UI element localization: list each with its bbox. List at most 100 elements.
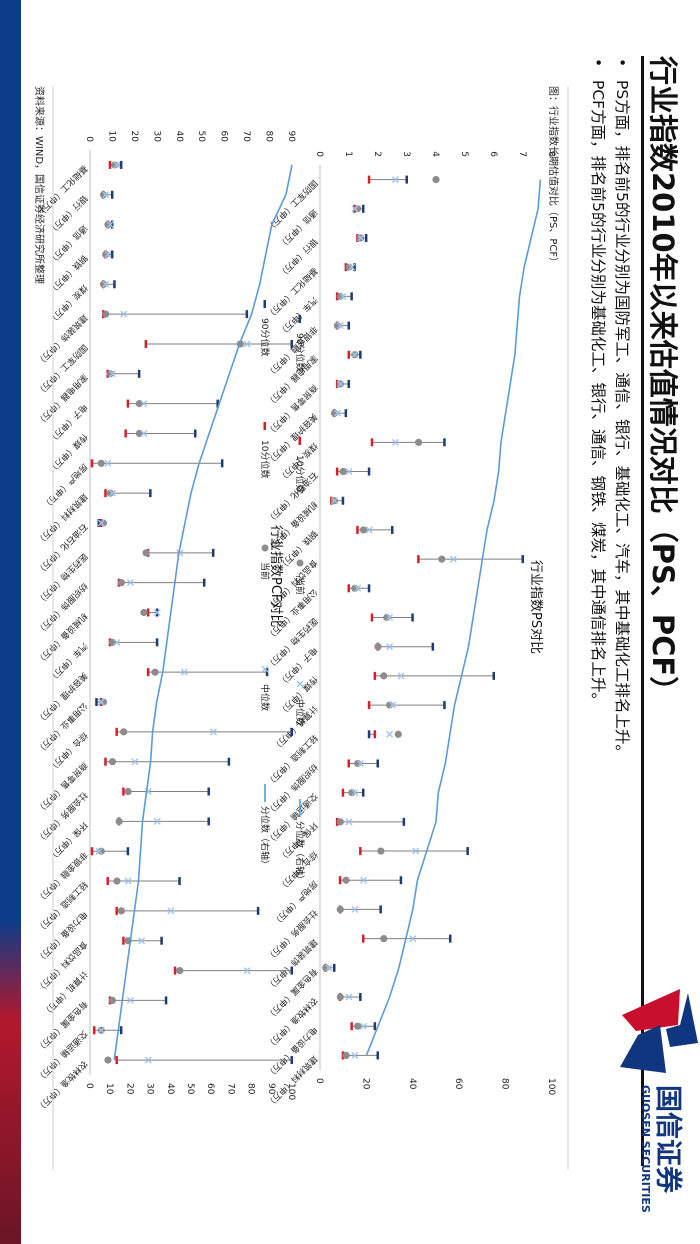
median-marker bbox=[397, 672, 405, 680]
y-tick-label: 7 bbox=[517, 151, 527, 157]
y2-tick-label: 0 bbox=[84, 1083, 94, 1089]
y-tick-label: 3 bbox=[401, 151, 411, 157]
guosen-logo-icon bbox=[620, 989, 698, 1073]
category-label: 家用电器（申万） bbox=[264, 353, 320, 409]
y2-tick-label: 30 bbox=[145, 1083, 155, 1095]
median-marker bbox=[144, 1056, 152, 1064]
p90-marker bbox=[160, 936, 163, 945]
y2-tick-label: 20 bbox=[360, 1078, 370, 1090]
median-marker bbox=[345, 993, 353, 1001]
median-marker bbox=[360, 876, 367, 884]
p90-marker bbox=[211, 548, 215, 557]
p90-marker bbox=[362, 204, 365, 213]
current-point bbox=[380, 672, 388, 680]
category-label: 纺织服饰（申万） bbox=[264, 761, 320, 817]
p90-marker bbox=[178, 877, 181, 886]
category-label: 非银金融（申万） bbox=[264, 323, 320, 379]
y2-tick-label: 100 bbox=[546, 1078, 556, 1095]
median-marker bbox=[104, 459, 112, 467]
median-marker bbox=[391, 176, 399, 184]
p90-marker bbox=[149, 489, 152, 498]
current-point bbox=[113, 877, 121, 885]
chart-title: 行业指数PS对比 bbox=[528, 560, 543, 654]
median-marker bbox=[365, 526, 373, 534]
p90-marker bbox=[347, 379, 350, 388]
p10-marker bbox=[338, 876, 342, 885]
disclaimer: 请务必阅读正文之后的免责声明及其项下所有内容 bbox=[22, 0, 33, 220]
category-label: 电力设备（申万） bbox=[264, 1024, 320, 1080]
y2-tick-label: 100 bbox=[286, 1083, 296, 1100]
p90-marker bbox=[193, 429, 197, 438]
median-marker bbox=[386, 643, 394, 651]
p10-marker bbox=[367, 175, 371, 184]
current-point bbox=[108, 758, 117, 766]
median-marker bbox=[131, 758, 139, 766]
p10-marker bbox=[146, 668, 150, 677]
median-marker bbox=[106, 221, 114, 229]
current-point bbox=[342, 876, 350, 884]
median-marker bbox=[345, 818, 353, 826]
p90-marker bbox=[521, 555, 524, 564]
p90-marker bbox=[207, 787, 210, 796]
p90-marker bbox=[290, 966, 293, 975]
category-label: 轻工制造（申万） bbox=[34, 879, 90, 935]
category-label: 有色金属（申万） bbox=[34, 998, 90, 1054]
p90-marker bbox=[126, 847, 130, 856]
y-tick-label: 80 bbox=[264, 131, 274, 143]
current-point bbox=[176, 966, 184, 975]
current-point bbox=[104, 1056, 112, 1064]
category-label: 电力设备（申万） bbox=[34, 909, 90, 965]
p90-marker bbox=[373, 1022, 377, 1031]
p10-marker bbox=[126, 399, 130, 408]
current-point bbox=[104, 220, 112, 229]
median-marker bbox=[336, 322, 344, 330]
p90-marker bbox=[113, 280, 116, 289]
y2-tick-label: 90 bbox=[266, 1083, 276, 1095]
median-marker bbox=[331, 497, 338, 505]
p90-marker bbox=[119, 160, 123, 169]
p10-marker bbox=[417, 555, 420, 564]
current-point bbox=[336, 905, 344, 914]
p90-marker bbox=[350, 292, 353, 301]
median-marker bbox=[412, 847, 420, 855]
category-label: 交通运输（申万） bbox=[34, 1028, 90, 1084]
p90-marker bbox=[245, 310, 249, 319]
current-point bbox=[354, 1022, 362, 1030]
p10-marker bbox=[370, 613, 374, 622]
current-point bbox=[99, 698, 108, 706]
y-tick-label: 70 bbox=[241, 131, 251, 143]
median-marker bbox=[167, 907, 175, 915]
category-label: 食品饮料（申万） bbox=[34, 939, 90, 995]
current-point bbox=[140, 608, 148, 617]
current-point bbox=[102, 310, 110, 318]
category-label: 商贸零售（申万） bbox=[264, 382, 320, 438]
median-marker bbox=[360, 1022, 367, 1030]
category-label: 农林牧渔（申万） bbox=[264, 995, 320, 1051]
median-marker bbox=[351, 789, 359, 797]
category-label: 建筑装饰（申万） bbox=[264, 937, 320, 993]
p90-marker bbox=[367, 730, 371, 739]
current-point bbox=[380, 935, 388, 943]
y-tick-label: 30 bbox=[151, 131, 161, 143]
y-tick-label: 2 bbox=[372, 151, 382, 157]
p10-marker bbox=[350, 1022, 353, 1031]
p90-marker bbox=[376, 759, 379, 768]
current-point bbox=[111, 161, 119, 169]
p90-marker bbox=[155, 638, 159, 647]
median-marker bbox=[124, 877, 132, 885]
category-label: 医药生物（申万） bbox=[34, 551, 90, 607]
current-point bbox=[377, 847, 385, 855]
p90-marker bbox=[256, 906, 260, 915]
median-marker bbox=[449, 555, 457, 563]
y2-tick-label: 0 bbox=[314, 1078, 324, 1084]
category-label: 农林牧渔（申万） bbox=[34, 1058, 90, 1114]
median-marker bbox=[351, 1051, 359, 1059]
brand-logo: 国信证券 GUOSEN SECURITIES bbox=[610, 985, 700, 1213]
y-tick-label: 0 bbox=[314, 151, 324, 157]
p90-marker bbox=[399, 876, 403, 885]
p10-marker bbox=[173, 966, 177, 975]
median-marker bbox=[345, 468, 353, 476]
category-label: 机械设备（申万） bbox=[34, 610, 90, 666]
p10-marker bbox=[362, 934, 365, 943]
p90-marker bbox=[449, 934, 452, 943]
